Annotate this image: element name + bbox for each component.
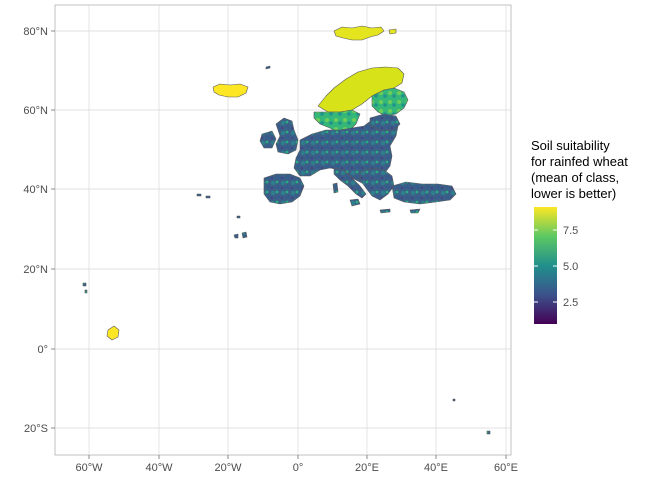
region-iberia <box>263 173 305 205</box>
legend-tick-label: 7.5 <box>563 225 578 237</box>
region-martinique <box>84 289 88 294</box>
region-svalbard-islet <box>388 28 397 35</box>
region-madeira <box>236 215 241 219</box>
region-sardinia <box>332 182 339 194</box>
region-jan-mayen <box>265 65 271 70</box>
legend-title-line: Soil suitability <box>531 138 610 153</box>
x-tick-label: 60°W <box>75 462 103 474</box>
legend: Soil suitability for rainfed wheat (mean… <box>531 138 628 324</box>
x-tick-label: 40°E <box>424 462 448 474</box>
region-azores-2 <box>205 195 211 199</box>
region-ireland <box>259 130 277 149</box>
region-svalbard <box>333 25 385 41</box>
region-azores-1 <box>196 193 202 197</box>
region-canary-1 <box>233 233 239 239</box>
y-tick-label: 80°N <box>23 26 48 38</box>
map-regions <box>82 25 491 435</box>
legend-colorbar <box>534 207 557 324</box>
y-tick-label: 60°N <box>23 105 48 117</box>
x-tick-label: 40°W <box>145 462 173 474</box>
y-tick-label: 0° <box>37 344 48 356</box>
region-guadeloupe <box>82 282 87 287</box>
region-balkans <box>359 167 395 201</box>
x-tick-label: 20°E <box>355 462 379 474</box>
region-great-britain <box>275 117 299 155</box>
region-sicily <box>349 198 361 207</box>
y-tick-label: 20°S <box>24 423 48 435</box>
region-italy <box>333 167 367 199</box>
region-crete <box>379 208 391 214</box>
y-tick-label: 40°N <box>23 184 48 196</box>
region-finland <box>371 87 409 117</box>
region-anatolia <box>391 181 457 205</box>
x-axis-labels: 60°W 40°W 20°W 0° 20°E 40°E 60°E <box>75 462 518 474</box>
region-iceland <box>212 83 249 98</box>
legend-tick-label: 5.0 <box>563 261 578 273</box>
region-reunion <box>486 430 491 435</box>
y-axis-labels: 80°N 60°N 40°N 20°N 0° 20°S <box>23 26 48 435</box>
region-baltic <box>369 113 401 131</box>
x-tick-label: 60°E <box>494 462 518 474</box>
x-tick-label: 20°W <box>214 462 242 474</box>
legend-title-line: (mean of class, <box>531 170 619 185</box>
y-tick-label: 20°N <box>23 264 48 276</box>
legend-tick-label: 2.5 <box>563 297 578 309</box>
region-canary-2 <box>241 231 248 239</box>
legend-title-line: lower is better) <box>531 186 616 201</box>
region-french-guiana <box>106 325 120 341</box>
plot-panel <box>54 4 512 456</box>
region-cyprus <box>409 208 421 214</box>
x-tick-label: 0° <box>293 462 304 474</box>
axis-ticks <box>51 30 507 459</box>
legend-title-line: for rainfed wheat <box>531 154 628 169</box>
region-mayotte <box>452 398 456 402</box>
